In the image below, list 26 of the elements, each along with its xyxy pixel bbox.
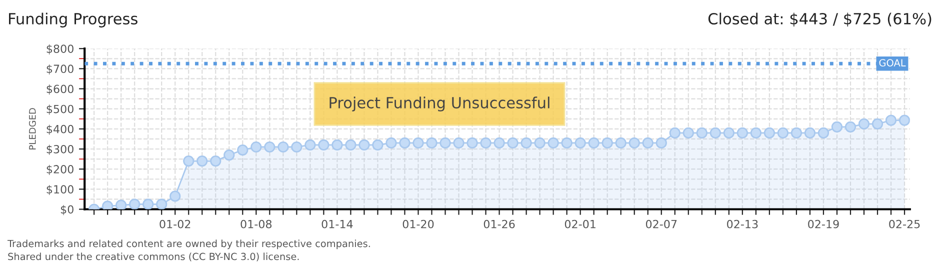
y-tick-label: $0 <box>60 205 74 216</box>
x-tick-label: 02-01 <box>564 220 596 228</box>
chart-title: Funding Progress <box>9 12 138 28</box>
x-tick-label: 02-07 <box>646 220 677 228</box>
text: Shared under the creative commons (CC BY-NC 3.0) license. <box>8 252 299 262</box>
x-tick-label: 01-02 <box>160 220 190 228</box>
y-axis-title: PLEDGED <box>28 108 36 150</box>
y-tick-label: $600 <box>46 84 74 95</box>
ref-line-label: GOAL <box>879 59 906 66</box>
y-tick-label: $800 <box>46 44 74 54</box>
y-tick-label: $500 <box>46 104 74 115</box>
y-tick-label: $400 <box>46 124 74 135</box>
x-tick-label: 02-13 <box>727 220 758 228</box>
annotation: Project Funding Unsuccessful <box>330 96 550 112</box>
y-tick-label: $100 <box>46 184 74 196</box>
chart-subtitle: Closed at: $443 / $725 (61%) <box>708 12 932 27</box>
y-tick-label: $700 <box>46 64 74 75</box>
y-tick-label: $300 <box>46 144 74 155</box>
x-tick-label: 01-26 <box>484 220 515 228</box>
y-tick-label: $200 <box>46 164 74 175</box>
x-tick-label: 02-19 <box>808 220 839 228</box>
x-tick-label: 01-08 <box>240 220 272 228</box>
x-tick-label: 01-20 <box>402 220 434 228</box>
text: Trademarks and related content are owned by their respective companies. <box>7 240 370 250</box>
x-tick-label: 01-14 <box>322 220 353 228</box>
x-tick-label: 02-25 <box>889 220 920 228</box>
